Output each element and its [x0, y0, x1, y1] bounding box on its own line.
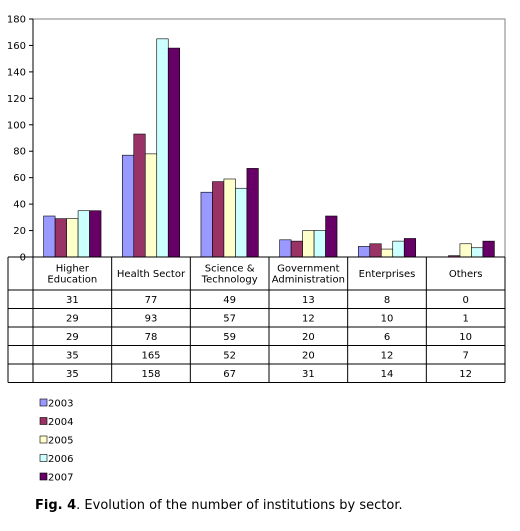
y-tick-label: 120: [7, 94, 26, 105]
data-table-cell: 35: [66, 369, 79, 380]
bar-2005-0: [66, 218, 79, 258]
data-table-cell: 10: [459, 332, 472, 343]
legend-swatch: [39, 398, 48, 407]
data-table-cell: 77: [145, 295, 158, 306]
bar-2003-4: [357, 246, 371, 258]
bar-2003-3: [279, 239, 292, 258]
legend-swatch: [39, 454, 48, 462]
bar-2007-5: [482, 240, 495, 258]
bar-2003-0: [43, 215, 56, 258]
bar-2005-1: [144, 153, 158, 258]
category-label: Education: [47, 275, 97, 286]
bar-2003-2: [200, 191, 213, 258]
bar-2005-5: [459, 243, 472, 258]
category-label: Higher: [56, 264, 90, 275]
bar-2004-0: [54, 218, 67, 258]
legend-label: 2003: [48, 399, 73, 410]
bar-2007-0: [89, 210, 102, 258]
bar-2004-2: [212, 181, 225, 258]
data-table-cell: 12: [381, 350, 394, 361]
data-table-cell: 59: [223, 332, 236, 343]
y-tick-label: 160: [7, 41, 26, 52]
data-table-cell: 10: [381, 313, 394, 324]
bar-2006-3: [313, 230, 326, 258]
data-table-cell: 158: [141, 369, 160, 380]
figure-label: Fig. 4: [35, 498, 77, 513]
bar-2007-3: [325, 215, 338, 258]
data-table-cell: 29: [66, 332, 79, 343]
legend-swatch: [39, 417, 48, 425]
data-table-cell: 31: [66, 295, 79, 306]
category-label: Health Sector: [117, 269, 186, 280]
data-table-cell: 13: [302, 295, 315, 306]
data-table-cell: 0: [462, 295, 468, 306]
data-table-cell: 1: [462, 313, 468, 324]
y-tick-label: 20: [13, 226, 26, 237]
data-table-cell: 49: [223, 295, 236, 306]
y-tick-label: 60: [13, 173, 26, 184]
data-table-cell: 52: [223, 350, 236, 361]
data-table-cell: 29: [66, 313, 79, 324]
category-label: Administration: [272, 275, 345, 286]
data-table-cell: 67: [223, 369, 236, 380]
data-table-cell: 93: [145, 313, 158, 324]
y-tick-label: 100: [7, 120, 26, 131]
bar-2004-3: [290, 240, 303, 258]
bar-2005-3: [302, 230, 315, 258]
bar-2007-4: [403, 238, 417, 258]
data-table-cell: 6: [384, 332, 390, 343]
plot-area: [32, 18, 506, 258]
bar-2005-4: [380, 248, 394, 258]
bar-2006-2: [235, 187, 248, 258]
category-label: Enterprises: [359, 269, 416, 280]
data-table-cell: 31: [302, 369, 315, 380]
legend-label: 2007: [48, 473, 73, 484]
y-tick-label: 80: [13, 147, 26, 158]
bar-2004-1: [133, 133, 146, 258]
bar-2007-1: [167, 47, 181, 258]
y-tick-label: 140: [7, 67, 26, 78]
data-table-cell: 12: [459, 369, 472, 380]
legend-label: 2006: [48, 454, 73, 465]
bar-2006-1: [156, 38, 169, 258]
data-table-cell: 12: [302, 313, 315, 324]
bar-2005-2: [223, 178, 236, 258]
category-label: Government: [277, 264, 339, 275]
data-table-cell: 14: [381, 369, 394, 380]
data-table-cell: 165: [141, 350, 160, 361]
figure-caption: Fig. 4. Evolution of the number of insti…: [35, 498, 403, 513]
data-table-cell: 20: [302, 350, 315, 361]
legend-swatch: [39, 472, 48, 481]
data-table-cell: 78: [145, 332, 158, 343]
category-label: Technology: [201, 275, 258, 286]
category-label: Others: [449, 269, 483, 280]
category-label: Science &: [205, 264, 255, 275]
legend-label: 2005: [48, 436, 73, 447]
legend-label: 2004: [48, 417, 73, 428]
bar-2004-4: [369, 243, 382, 258]
data-table-cell: 35: [66, 350, 79, 361]
y-tick-label: 0: [20, 253, 26, 264]
bar-2006-5: [471, 247, 484, 258]
y-tick-label: 180: [7, 15, 26, 26]
bar-2006-4: [392, 240, 405, 258]
bar-2007-2: [246, 168, 259, 258]
legend-swatch: [39, 435, 48, 444]
y-tick-label: 40: [13, 200, 26, 211]
bar-2003-1: [121, 154, 135, 258]
bar-2006-0: [77, 210, 90, 258]
data-table-cell: 7: [462, 350, 468, 361]
data-table-cell: 57: [223, 313, 236, 324]
data-table-cell: 8: [384, 295, 390, 306]
data-table-cell: 20: [302, 332, 315, 343]
figure-caption-text: . Evolution of the number of institution…: [76, 498, 403, 513]
